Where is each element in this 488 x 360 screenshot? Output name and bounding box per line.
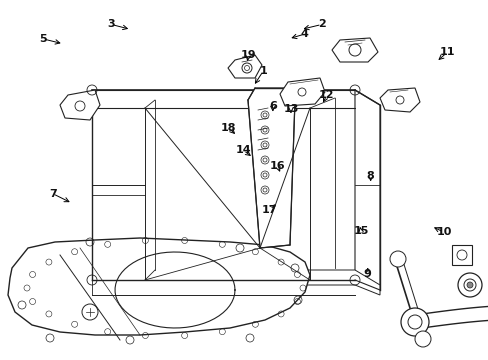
Text: 9: 9 — [363, 269, 371, 279]
Circle shape — [414, 331, 430, 347]
Circle shape — [400, 308, 428, 336]
Text: 18: 18 — [221, 123, 236, 133]
Text: 15: 15 — [352, 226, 368, 236]
Circle shape — [389, 251, 405, 267]
Text: 8: 8 — [366, 171, 374, 181]
Polygon shape — [354, 90, 379, 290]
Polygon shape — [379, 88, 419, 112]
Polygon shape — [227, 55, 262, 78]
Text: 14: 14 — [235, 145, 251, 156]
Polygon shape — [280, 78, 325, 106]
Text: 3: 3 — [107, 19, 115, 30]
Text: 6: 6 — [268, 101, 276, 111]
Text: 4: 4 — [300, 29, 307, 39]
Text: 17: 17 — [262, 204, 277, 215]
Polygon shape — [8, 238, 309, 335]
Text: 5: 5 — [39, 34, 47, 44]
Polygon shape — [92, 90, 354, 108]
Text: 10: 10 — [435, 227, 451, 237]
Circle shape — [466, 282, 472, 288]
Polygon shape — [451, 245, 471, 265]
Circle shape — [457, 273, 481, 297]
Text: 19: 19 — [240, 50, 256, 60]
Polygon shape — [331, 38, 377, 62]
Text: 7: 7 — [49, 189, 57, 199]
Polygon shape — [247, 88, 294, 248]
Text: 2: 2 — [317, 19, 325, 30]
Text: 11: 11 — [439, 47, 454, 57]
Text: 1: 1 — [259, 66, 266, 76]
Polygon shape — [92, 270, 379, 295]
Text: 16: 16 — [269, 161, 285, 171]
Text: 12: 12 — [318, 90, 334, 100]
Text: 13: 13 — [283, 104, 298, 114]
Polygon shape — [60, 90, 100, 120]
